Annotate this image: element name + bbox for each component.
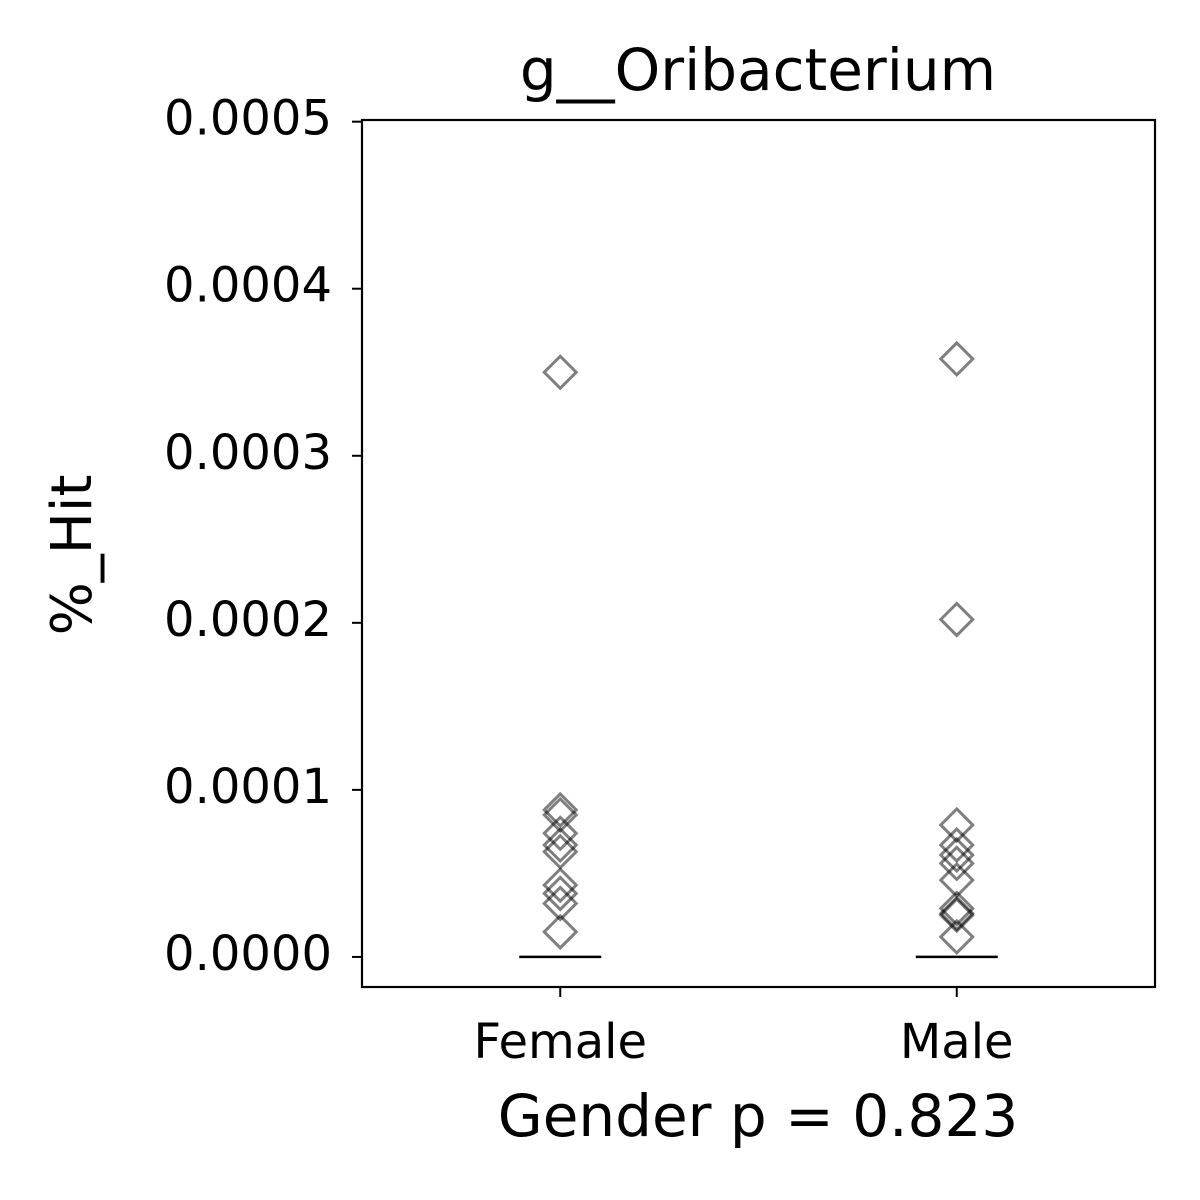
point (542, 815, 579, 852)
point (938, 890, 975, 927)
point (542, 354, 579, 391)
point (938, 806, 975, 844)
point (542, 826, 579, 864)
point (542, 791, 579, 829)
point (938, 601, 975, 638)
point (938, 826, 975, 864)
point (542, 885, 579, 922)
y-axis-label: %_Hit (40, 475, 105, 636)
point (938, 845, 975, 882)
point (938, 918, 975, 956)
y-tick-label: 0.0003 (164, 425, 332, 481)
plot-frame (360, 118, 1157, 989)
point (542, 913, 579, 950)
y-tick-label: 0.0002 (164, 592, 332, 648)
x-tick-label: Female (473, 1014, 647, 1070)
y-tick-label: 0.0004 (164, 258, 332, 314)
y-tick-label: 0.0001 (164, 759, 332, 815)
x-tick-label: Male (900, 1014, 1014, 1070)
chart-title: g__Oribacterium (520, 36, 996, 104)
y-tick-label: 0.0005 (164, 91, 332, 147)
x-axis-label: Gender p = 0.823 (498, 1082, 1019, 1150)
point (938, 836, 975, 874)
y-tick-label: 0.0000 (164, 926, 332, 982)
point (938, 897, 975, 934)
point (542, 866, 579, 904)
point (542, 875, 579, 912)
point (938, 340, 975, 378)
